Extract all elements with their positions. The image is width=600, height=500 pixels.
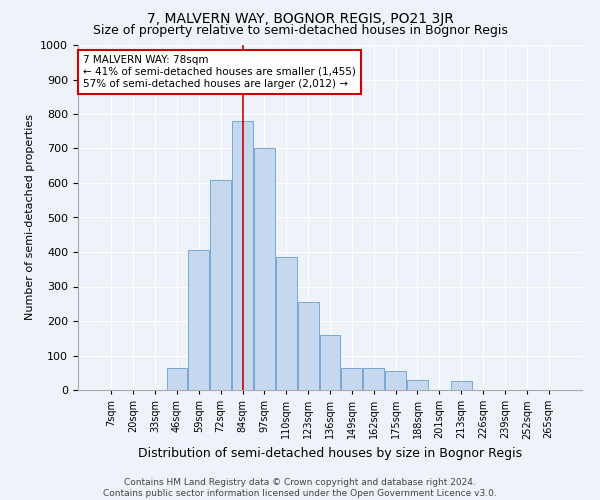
- X-axis label: Distribution of semi-detached houses by size in Bognor Regis: Distribution of semi-detached houses by …: [138, 447, 522, 460]
- Bar: [210, 180, 231, 390]
- Bar: [254, 148, 275, 390]
- Text: 7, MALVERN WAY, BOGNOR REGIS, PO21 3JR: 7, MALVERN WAY, BOGNOR REGIS, PO21 3JR: [146, 12, 454, 26]
- Bar: [407, 380, 428, 390]
- Y-axis label: Number of semi-detached properties: Number of semi-detached properties: [25, 114, 35, 320]
- Bar: [167, 368, 187, 390]
- Bar: [298, 302, 319, 390]
- Bar: [364, 368, 384, 390]
- Text: 7 MALVERN WAY: 78sqm
← 41% of semi-detached houses are smaller (1,455)
57% of se: 7 MALVERN WAY: 78sqm ← 41% of semi-detac…: [83, 56, 356, 88]
- Text: Contains HM Land Registry data © Crown copyright and database right 2024.
Contai: Contains HM Land Registry data © Crown c…: [103, 478, 497, 498]
- Text: Size of property relative to semi-detached houses in Bognor Regis: Size of property relative to semi-detach…: [92, 24, 508, 37]
- Bar: [385, 371, 406, 390]
- Bar: [451, 382, 472, 390]
- Bar: [188, 250, 209, 390]
- Bar: [320, 335, 340, 390]
- Bar: [276, 257, 296, 390]
- Bar: [341, 368, 362, 390]
- Bar: [232, 121, 253, 390]
